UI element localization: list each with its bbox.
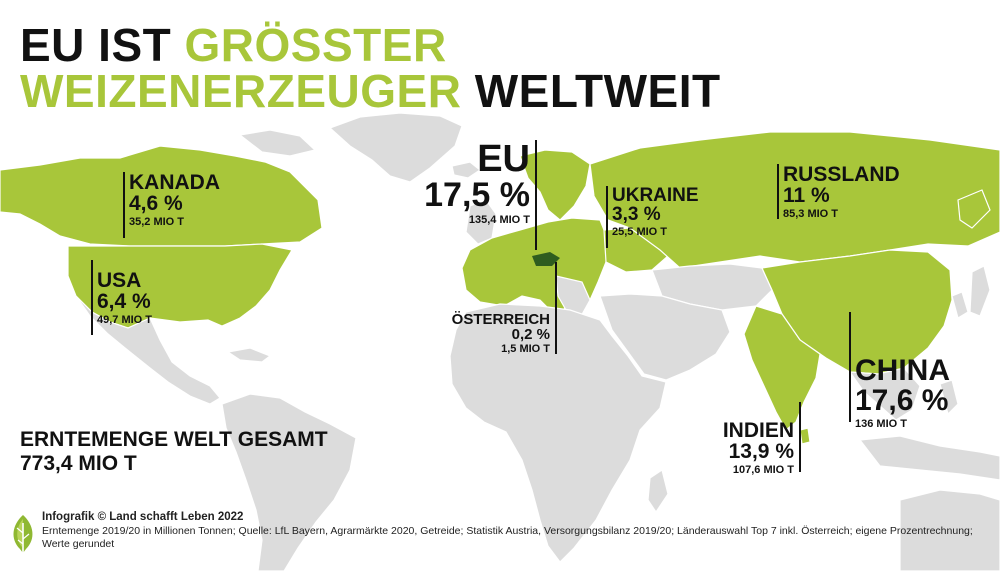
south-america xyxy=(221,393,357,571)
headline: EU IST GRÖSSTER WEIZENERZEUGER WELTWEIT xyxy=(20,22,721,114)
kanada-percent: 4,6 % xyxy=(129,192,183,215)
headline-line-1-green: GRÖSSTER xyxy=(184,19,447,71)
footer-credit: Infografik © Land schafft Leben 2022 xyxy=(42,511,244,523)
oesterreich-amount: 1,5 MIO T xyxy=(501,343,550,355)
ukraine-amount: 25,5 MIO T xyxy=(612,226,668,238)
russland-name: RUSSLAND xyxy=(783,163,900,186)
kanada-amount: 35,2 MIO T xyxy=(129,216,185,228)
arctic-islands xyxy=(238,129,317,157)
leaf-logo-icon xyxy=(13,515,33,553)
greenland xyxy=(328,112,463,183)
label-china: CHINA 17,6 % 136 MIO T xyxy=(849,312,950,430)
oesterreich-percent: 0,2 % xyxy=(511,326,550,343)
caribbean xyxy=(226,347,272,363)
usa-amount: 49,7 MIO T xyxy=(97,314,153,326)
world-total-label: ERNTEMENGE WELT GESAMT xyxy=(20,428,328,451)
indonesia xyxy=(858,435,1000,481)
indien-name: INDIEN xyxy=(722,419,794,442)
russland-amount: 85,3 MIO T xyxy=(783,208,839,220)
world-total-value: 773,4 MIO T xyxy=(20,452,137,475)
china-name: CHINA xyxy=(855,354,950,387)
austria xyxy=(532,252,560,266)
madagascar xyxy=(647,469,669,514)
middle-east xyxy=(599,293,731,381)
russland-percent: 11 % xyxy=(783,184,830,207)
label-kanada: KANADA 4,6 % 35,2 MIO T xyxy=(123,172,220,238)
canada-region xyxy=(0,145,323,247)
label-russland: RUSSLAND 11 % 85,3 MIO T xyxy=(777,163,900,220)
headline-line-1-black: EU IST xyxy=(20,19,185,71)
eu-name: EU xyxy=(477,138,530,180)
world-total: ERNTEMENGE WELT GESAMT 773,4 MIO T xyxy=(20,428,328,476)
oesterreich-name: ÖSTERREICH xyxy=(451,311,550,328)
headline-line-1: EU IST GRÖSSTER xyxy=(20,22,721,68)
headline-line-2: WEIZENERZEUGER WELTWEIT xyxy=(20,68,721,114)
footer: Infografik © Land schafft Leben 2022 Ern… xyxy=(42,511,982,551)
label-eu: EU 17,5 % 135,4 MIO T xyxy=(420,140,537,250)
ukraine-percent: 3,3 % xyxy=(612,204,661,225)
iceland xyxy=(451,161,482,179)
eu-amount: 135,4 MIO T xyxy=(468,214,530,226)
korea xyxy=(951,291,969,319)
ukraine-name: UKRAINE xyxy=(612,185,699,206)
headline-line-2-black: WELTWEIT xyxy=(461,65,721,117)
label-ukraine: UKRAINE 3,3 % 25,5 MIO T xyxy=(606,186,699,248)
indien-percent: 13,9 % xyxy=(728,440,794,463)
label-indien: INDIEN 13,9 % 107,6 MIO T xyxy=(690,402,801,476)
sri-lanka xyxy=(799,427,811,445)
footer-source: Erntemenge 2019/20 in Millionen Tonnen; … xyxy=(42,525,973,550)
japan xyxy=(969,265,991,317)
label-usa: USA 6,4 % 49,7 MIO T xyxy=(91,260,152,335)
philippines xyxy=(939,379,959,416)
label-oesterreich: ÖSTERREICH 0,2 % 1,5 MIO T xyxy=(440,262,557,355)
kamchatka xyxy=(957,189,991,229)
china-amount: 136 MIO T xyxy=(855,418,907,430)
usa-percent: 6,4 % xyxy=(97,290,151,313)
headline-line-2-green: WEIZENERZEUGER xyxy=(20,65,462,117)
australia xyxy=(899,489,1000,571)
kanada-name: KANADA xyxy=(129,171,220,194)
mexico xyxy=(75,295,221,405)
africa xyxy=(449,303,667,563)
usa-name: USA xyxy=(97,269,142,292)
china-percent: 17,6 % xyxy=(855,384,949,417)
indien-amount: 107,6 MIO T xyxy=(732,464,794,476)
india-region xyxy=(743,305,821,431)
southeast-asia xyxy=(848,367,921,421)
eu-percent: 17,5 % xyxy=(424,176,530,214)
